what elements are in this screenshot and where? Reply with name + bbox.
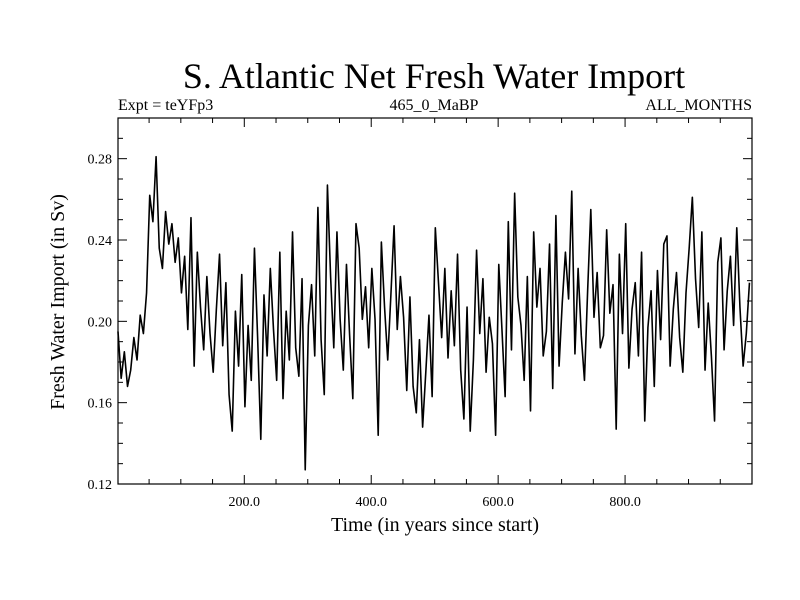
x-axis-ticks bbox=[148, 118, 721, 484]
y-tick-label: 0.16 bbox=[88, 397, 113, 412]
y-axis-label: Fresh Water Import (in Sv) bbox=[47, 194, 69, 410]
months-label: ALL_MONTHS bbox=[645, 97, 752, 114]
x-tick-label: 800.0 bbox=[609, 495, 641, 510]
x-tick-label: 200.0 bbox=[229, 495, 261, 510]
y-tick-label: 0.28 bbox=[88, 153, 113, 168]
experiment-label: Expt = teYFp3 bbox=[118, 97, 213, 114]
x-axis-label: Time (in years since start) bbox=[331, 514, 539, 536]
y-tick-label: 0.20 bbox=[88, 315, 113, 330]
y-axis-tick-labels: 0.12 0.16 0.20 0.24 0.28 bbox=[88, 153, 113, 493]
fresh-water-import-series-line bbox=[117, 155, 751, 471]
y-tick-label: 0.12 bbox=[88, 478, 113, 493]
x-tick-label: 400.0 bbox=[355, 495, 387, 510]
y-tick-label: 0.24 bbox=[88, 234, 113, 249]
y-axis-ticks bbox=[118, 137, 752, 465]
x-axis-tick-labels: 200.0 400.0 600.0 800.0 bbox=[229, 495, 641, 510]
x-tick-label: 600.0 bbox=[482, 495, 514, 510]
chart-title: S. Atlantic Net Fresh Water Import bbox=[183, 56, 685, 96]
time-period-label: 465_0_MaBP bbox=[390, 97, 479, 114]
